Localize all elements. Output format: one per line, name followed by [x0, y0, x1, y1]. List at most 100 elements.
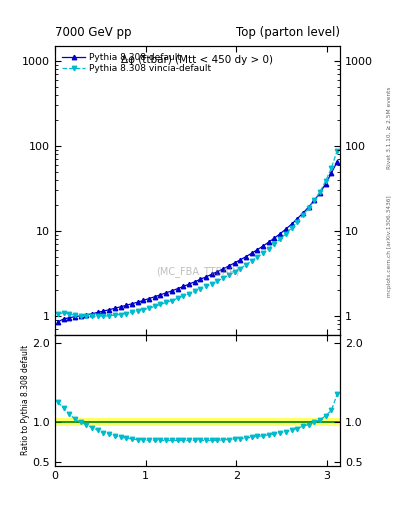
- Pythia 8.308 default: [181, 283, 185, 289]
- Pythia 8.308 default: [318, 190, 322, 196]
- Pythia 8.308 default: [187, 281, 191, 287]
- Legend: Pythia 8.308 default, Pythia 8.308 vincia-default: Pythia 8.308 default, Pythia 8.308 vinci…: [59, 51, 214, 76]
- Pythia 8.308 default: [78, 313, 83, 319]
- Pythia 8.308 default: [152, 294, 157, 300]
- Pythia 8.308 vincia-default: [152, 303, 157, 309]
- Pythia 8.308 vincia-default: [130, 309, 134, 315]
- Pythia 8.308 default: [95, 309, 100, 315]
- Pythia 8.308 vincia-default: [266, 245, 271, 251]
- Pythia 8.308 vincia-default: [335, 148, 340, 154]
- Pythia 8.308 vincia-default: [198, 286, 203, 292]
- Pythia 8.308 default: [61, 316, 66, 322]
- Pythia 8.308 default: [329, 170, 334, 176]
- Line: Pythia 8.308 default: Pythia 8.308 default: [56, 160, 339, 324]
- Pythia 8.308 vincia-default: [187, 291, 191, 297]
- Pythia 8.308 vincia-default: [84, 313, 89, 319]
- Pythia 8.308 default: [278, 231, 283, 237]
- Pythia 8.308 vincia-default: [164, 300, 169, 306]
- Pythia 8.308 default: [192, 279, 197, 285]
- Pythia 8.308 vincia-default: [295, 219, 299, 225]
- Pythia 8.308 default: [158, 292, 163, 298]
- Pythia 8.308 vincia-default: [323, 178, 328, 184]
- Pythia 8.308 default: [112, 305, 117, 311]
- Pythia 8.308 vincia-default: [175, 295, 180, 302]
- Pythia 8.308 default: [135, 299, 140, 305]
- Pythia 8.308 vincia-default: [255, 254, 260, 260]
- Pythia 8.308 vincia-default: [244, 262, 248, 268]
- Pythia 8.308 default: [226, 263, 231, 269]
- Pythia 8.308 default: [124, 302, 129, 308]
- Pythia 8.308 default: [175, 286, 180, 292]
- Pythia 8.308 vincia-default: [67, 311, 72, 317]
- Pythia 8.308 default: [107, 307, 112, 313]
- Pythia 8.308 vincia-default: [107, 313, 112, 319]
- Pythia 8.308 default: [238, 257, 242, 263]
- Y-axis label: Ratio to Pythia 8.308 default: Ratio to Pythia 8.308 default: [20, 345, 29, 456]
- Pythia 8.308 vincia-default: [312, 197, 317, 203]
- Pythia 8.308 vincia-default: [249, 258, 254, 264]
- Pythia 8.308 vincia-default: [95, 313, 100, 319]
- Text: (MC_FBA_TTBAR): (MC_FBA_TTBAR): [156, 266, 239, 276]
- Text: Rivet 3.1.10, ≥ 2.5M events: Rivet 3.1.10, ≥ 2.5M events: [387, 87, 391, 169]
- Pythia 8.308 vincia-default: [124, 310, 129, 316]
- Pythia 8.308 default: [301, 210, 305, 216]
- Pythia 8.308 vincia-default: [158, 302, 163, 308]
- Pythia 8.308 vincia-default: [329, 165, 334, 171]
- Pythia 8.308 default: [164, 290, 169, 296]
- Pythia 8.308 default: [101, 308, 106, 314]
- Pythia 8.308 vincia-default: [141, 307, 146, 313]
- Pythia 8.308 default: [295, 216, 299, 222]
- Pythia 8.308 vincia-default: [215, 278, 220, 284]
- Pythia 8.308 vincia-default: [112, 312, 117, 318]
- Pythia 8.308 vincia-default: [209, 281, 214, 287]
- Pythia 8.308 vincia-default: [147, 305, 151, 311]
- Pythia 8.308 vincia-default: [283, 231, 288, 237]
- Pythia 8.308 default: [147, 295, 151, 302]
- Pythia 8.308 vincia-default: [78, 313, 83, 319]
- Bar: [55, 418, 340, 426]
- Pythia 8.308 vincia-default: [238, 265, 242, 271]
- Pythia 8.308 vincia-default: [61, 310, 66, 316]
- Pythia 8.308 default: [204, 274, 208, 280]
- Pythia 8.308 vincia-default: [169, 297, 174, 304]
- Pythia 8.308 default: [55, 319, 60, 325]
- Pythia 8.308 default: [73, 313, 77, 319]
- Pythia 8.308 default: [335, 159, 340, 165]
- Pythia 8.308 default: [118, 304, 123, 310]
- Pythia 8.308 vincia-default: [221, 275, 226, 281]
- Pythia 8.308 default: [215, 268, 220, 274]
- Line: Pythia 8.308 vincia-default: Pythia 8.308 vincia-default: [56, 148, 339, 318]
- Pythia 8.308 vincia-default: [90, 313, 94, 319]
- Pythia 8.308 vincia-default: [73, 312, 77, 318]
- Text: Top (parton level): Top (parton level): [236, 26, 340, 39]
- Pythia 8.308 default: [130, 301, 134, 307]
- Pythia 8.308 default: [141, 297, 146, 304]
- Pythia 8.308 vincia-default: [181, 293, 185, 299]
- Pythia 8.308 default: [289, 221, 294, 227]
- Pythia 8.308 vincia-default: [101, 313, 106, 319]
- Pythia 8.308 default: [266, 239, 271, 245]
- Text: mcplots.cern.ch [arXiv:1306.3436]: mcplots.cern.ch [arXiv:1306.3436]: [387, 195, 391, 296]
- Pythia 8.308 vincia-default: [192, 288, 197, 294]
- Pythia 8.308 default: [323, 181, 328, 187]
- Pythia 8.308 default: [209, 271, 214, 278]
- Pythia 8.308 default: [67, 315, 72, 321]
- Pythia 8.308 default: [232, 260, 237, 266]
- Pythia 8.308 vincia-default: [232, 269, 237, 275]
- Pythia 8.308 default: [249, 250, 254, 257]
- Pythia 8.308 default: [306, 204, 311, 210]
- Pythia 8.308 default: [272, 235, 277, 241]
- Pythia 8.308 vincia-default: [289, 225, 294, 231]
- Pythia 8.308 vincia-default: [306, 205, 311, 211]
- Pythia 8.308 default: [198, 276, 203, 283]
- Pythia 8.308 default: [169, 288, 174, 294]
- Text: Δφ (t̅tbar) (Mtt < 450 dy > 0): Δφ (t̅tbar) (Mtt < 450 dy > 0): [121, 55, 274, 65]
- Pythia 8.308 vincia-default: [118, 311, 123, 317]
- Pythia 8.308 default: [90, 311, 94, 317]
- Pythia 8.308 default: [84, 312, 89, 318]
- Pythia 8.308 vincia-default: [318, 189, 322, 195]
- Pythia 8.308 vincia-default: [301, 212, 305, 218]
- Pythia 8.308 default: [312, 197, 317, 203]
- Pythia 8.308 default: [244, 253, 248, 260]
- Pythia 8.308 vincia-default: [204, 284, 208, 290]
